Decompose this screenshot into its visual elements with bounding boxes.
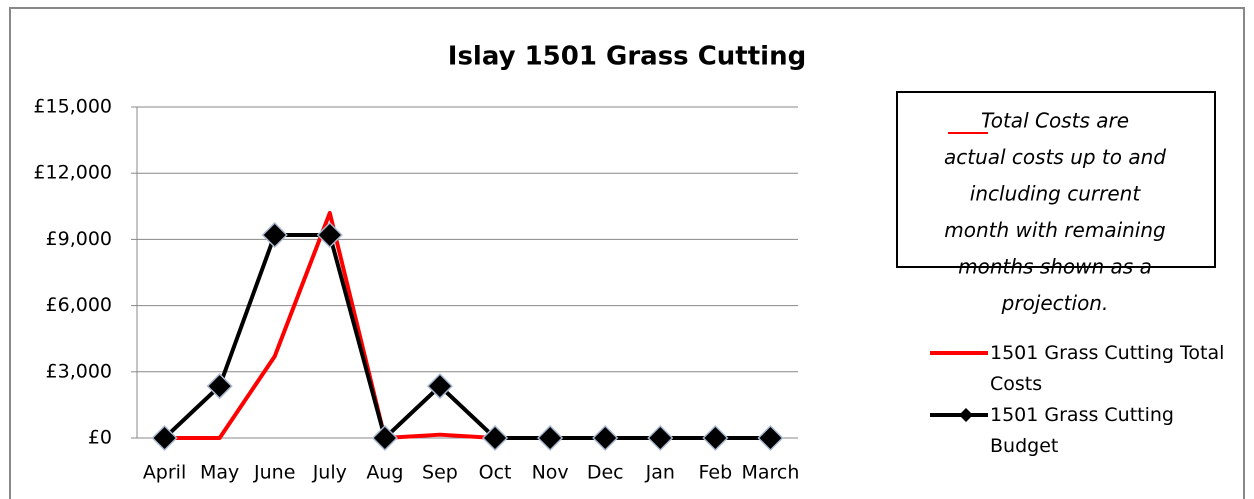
x-tick-label: Feb — [699, 462, 733, 484]
y-tick-label: £12,000 — [33, 162, 112, 184]
x-tick-label: Jan — [645, 462, 675, 484]
marker — [261, 221, 288, 249]
marker — [647, 424, 674, 452]
annotation: month with remaining — [944, 218, 1165, 242]
annotation: actual costs up to and — [944, 145, 1166, 169]
y-tick-label: £9,000 — [46, 228, 112, 250]
annotation: Total Costs are — [981, 109, 1129, 133]
marker — [371, 424, 398, 452]
x-tick-label: July — [312, 462, 347, 484]
legend-marker — [959, 408, 973, 422]
y-tick-label: £0 — [88, 427, 112, 449]
chart-frame — [9, 7, 1245, 499]
marker — [316, 221, 343, 249]
legend-label: 1501 Grass Cutting Budget — [990, 404, 1174, 457]
x-tick-label: April — [143, 462, 186, 484]
x-tick-label: May — [200, 462, 239, 484]
legend-label: 1501 Grass Cutting Total Costs — [990, 342, 1225, 395]
annotation: including current — [970, 182, 1142, 206]
marker — [757, 424, 784, 452]
marker — [537, 424, 564, 452]
marker — [151, 424, 178, 452]
y-tick-label: £6,000 — [46, 294, 112, 316]
chart-title: Islay 1501 Grass Cutting — [448, 42, 806, 72]
x-tick-label: Dec — [587, 462, 624, 484]
x-tick-label: Oct — [479, 462, 512, 484]
annotation: projection. — [1001, 291, 1109, 315]
y-tick-label: £15,000 — [33, 96, 112, 118]
annotation-box — [896, 91, 1216, 268]
marker — [426, 373, 454, 400]
x-tick-label: June — [253, 462, 295, 484]
annotation: months shown as a — [958, 255, 1152, 279]
y-tick-label: £3,000 — [46, 360, 112, 382]
x-tick-label: Aug — [366, 462, 403, 484]
marker — [702, 424, 729, 452]
x-tick-label: Nov — [532, 462, 569, 484]
marker — [206, 373, 233, 400]
marker — [481, 424, 509, 452]
x-tick-label: Sep — [422, 462, 458, 484]
marker — [592, 424, 619, 452]
series-line — [164, 210, 496, 440]
x-tick-label: March — [741, 462, 799, 484]
